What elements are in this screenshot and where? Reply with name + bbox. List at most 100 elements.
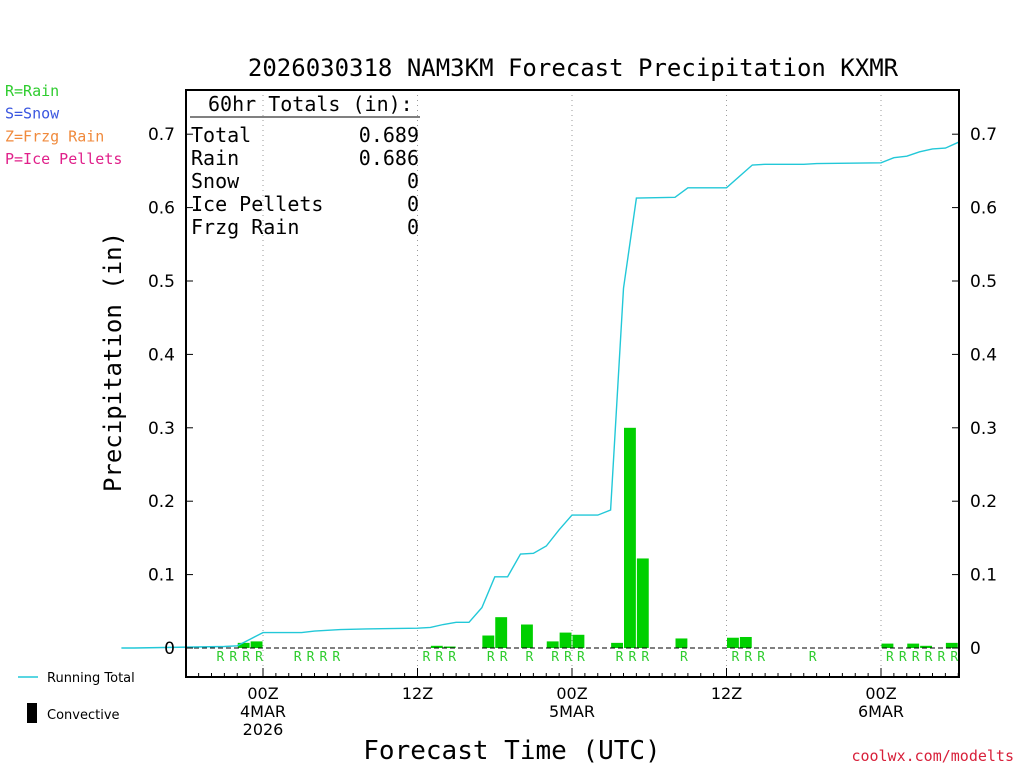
hourly-precip-bars	[237, 427, 958, 648]
precip-bar	[572, 634, 585, 648]
precip-type-marker: R	[950, 650, 958, 665]
precip-type-marker: R	[616, 650, 624, 665]
y-tick-label-left: 0.4	[148, 345, 175, 365]
precip-type-marker: R	[319, 650, 327, 665]
x-tick-label: 00Z	[556, 684, 587, 703]
totals-row-value: 0	[407, 169, 419, 193]
precip-type-marker: R	[229, 650, 237, 665]
precip-bar	[727, 637, 739, 648]
precip-type-marker: R	[500, 650, 508, 665]
precip-type-marker: R	[564, 650, 572, 665]
precip-bar	[443, 646, 456, 648]
totals-heading: 60hr Totals (in):	[208, 92, 413, 116]
y-tick-label-left: 0.3	[148, 419, 175, 439]
x-tick-label: 4MAR	[240, 702, 286, 721]
precip-bar	[907, 643, 920, 648]
x-tick-label: 12Z	[711, 684, 742, 703]
precip-bar	[237, 642, 250, 648]
precip-bar	[739, 636, 752, 648]
totals-row-value: 0.686	[359, 146, 419, 170]
x-tick-label: 5MAR	[549, 702, 595, 721]
precip-type-marker: R	[294, 650, 302, 665]
precip-type-marker: R	[242, 650, 250, 665]
x-tick-label: 00Z	[865, 684, 896, 703]
precip-bar	[881, 643, 894, 648]
precip-bar	[430, 645, 443, 648]
precip-type-legend-item: R=Rain	[5, 82, 59, 100]
precip-bar	[920, 645, 932, 648]
y-tick-label-left: 0.2	[148, 492, 175, 512]
precip-type-marker: R	[487, 650, 495, 665]
precip-type-marker: R	[809, 650, 817, 665]
precip-type-marker: R	[912, 650, 920, 665]
precip-type-legend-item: Z=Frzg Rain	[5, 127, 104, 145]
y-tick-label-right: 0.1	[970, 566, 997, 586]
precip-bar	[675, 638, 688, 648]
y-tick-label-right: 0.6	[970, 199, 997, 219]
y-tick-label-right: 0.5	[970, 272, 997, 292]
precip-type-marker: R	[332, 650, 340, 665]
precip-type-legend: R=Rain S=Snow Z=Frzg Rain P=Ice Pellets	[5, 82, 122, 168]
running-total-line	[121, 141, 959, 649]
precip-type-marker: R	[525, 650, 533, 665]
y-tick-label-left: 0.6	[148, 199, 175, 219]
y-tick-label-right: 0.3	[970, 419, 997, 439]
precip-bar	[611, 642, 623, 648]
precip-type-marker: R	[641, 650, 649, 665]
precip-type-marker: R	[680, 650, 688, 665]
x-tick-label: 12Z	[402, 684, 433, 703]
y-axis-right: 0 0.1 0.2 0.3 0.4 0.5 0.6 0.7	[952, 125, 997, 659]
precip-type-marker: R	[448, 650, 456, 665]
totals-row-value: 0	[407, 192, 419, 216]
series-legend-label: Running Total	[47, 671, 135, 686]
precip-type-marker: R	[744, 650, 752, 665]
precip-type-marker: R	[899, 650, 907, 665]
totals-row-value: 0	[407, 215, 419, 239]
convective-legend-swatch	[27, 703, 37, 723]
totals-row-label: Ice Pellets	[191, 192, 323, 216]
precip-type-marker: R	[757, 650, 765, 665]
totals-row-label: Frzg Rain	[191, 215, 299, 239]
precip-type-marker: R	[435, 650, 443, 665]
totals-box: 60hr Totals (in): Total 0.689 Rain 0.686 Snow…	[190, 92, 420, 239]
precip-bar	[521, 624, 533, 648]
chart-title: 2026030318 NAM3KM Forecast Precipitation…	[248, 54, 899, 82]
y-tick-label-left: 0.5	[148, 272, 175, 292]
x-axis-label: Forecast Time (UTC)	[363, 736, 660, 766]
precip-type-marker: R	[937, 650, 945, 665]
y-tick-label-left: 0.1	[148, 566, 175, 586]
precip-type-marker: R	[422, 650, 430, 665]
precip-bar	[250, 641, 263, 648]
watermark: coolwx.com/modelts	[851, 747, 1014, 765]
y-tick-label-right: 0.2	[970, 492, 997, 512]
y-axis-left: 0 0.1 0.2 0.3 0.4 0.5 0.6 0.7	[148, 125, 193, 659]
x-tick-label: 00Z	[247, 684, 278, 703]
series-legend-label: Convective	[47, 708, 120, 723]
y-tick-label-right: 0.4	[970, 345, 997, 365]
precip-bar	[495, 617, 508, 648]
precip-type-marker: R	[216, 650, 224, 665]
precip-type-marker: R	[886, 650, 894, 665]
y-tick-label-left: 0	[164, 639, 175, 659]
precip-type-legend-item: P=Ice Pellets	[5, 150, 122, 168]
precip-bar	[945, 642, 958, 648]
precip-type-marker: R	[628, 650, 636, 665]
precip-type-legend-item: S=Snow	[5, 105, 60, 123]
series-legend: Running Total Convective	[18, 671, 135, 723]
y-tick-label-right: 0.7	[970, 125, 997, 145]
x-tick-label: 6MAR	[858, 702, 904, 721]
precip-type-marker: R	[551, 650, 559, 665]
precip-bar	[559, 632, 572, 648]
y-axis-label: Precipitation (in)	[99, 232, 127, 492]
totals-row-value: 0.689	[359, 123, 419, 147]
y-tick-label-right: 0	[970, 639, 981, 659]
totals-row-label: Total	[191, 123, 251, 147]
totals-row-label: Snow	[191, 169, 240, 193]
y-tick-label-left: 0.7	[148, 125, 175, 145]
precip-type-marker: R	[577, 650, 585, 665]
precip-bar	[546, 641, 559, 648]
precip-type-marker: R	[307, 650, 315, 665]
